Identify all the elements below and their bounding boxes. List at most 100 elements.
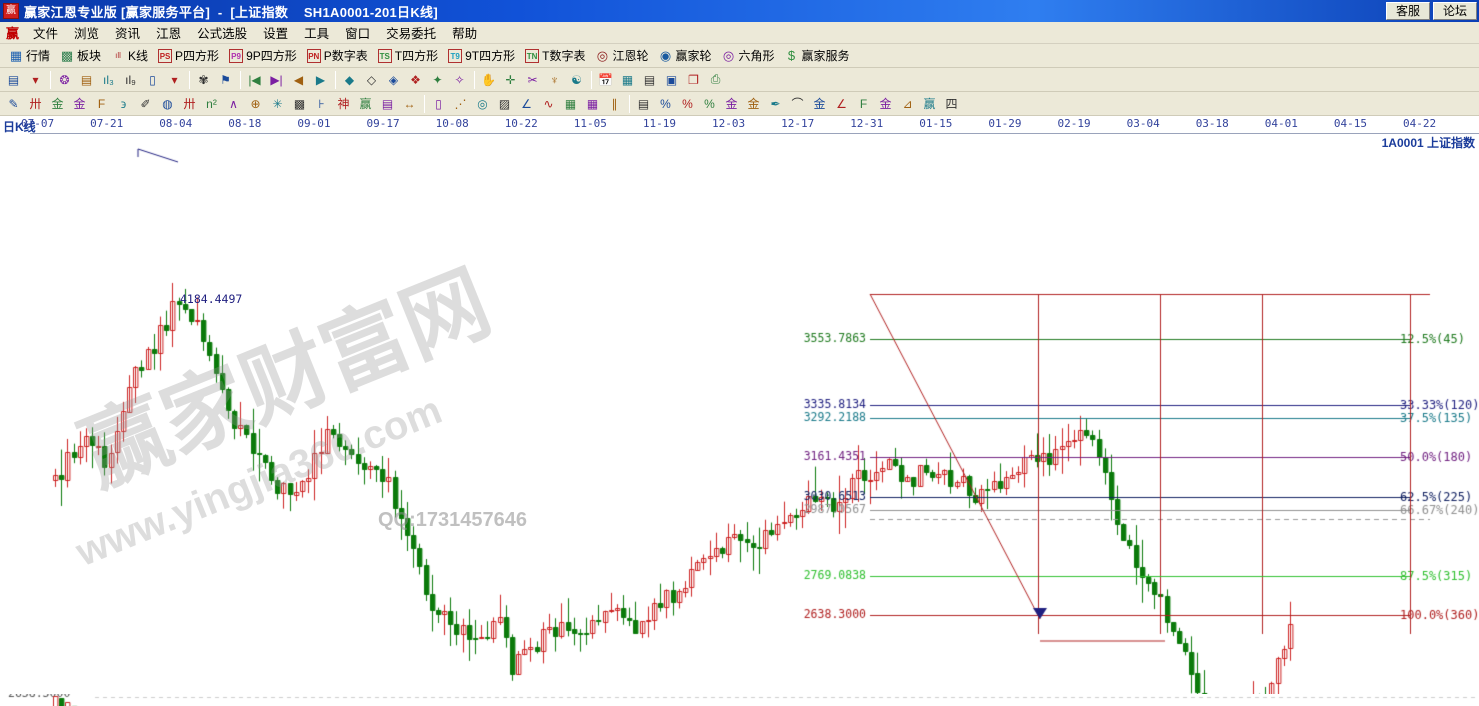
marker-icon[interactable]: ✐ [140,96,151,111]
gann-fan-icon[interactable]: 卅 [29,97,42,111]
measure-icon[interactable]: ↔ [403,96,416,111]
crosshair-icon[interactable]: ✛ [505,72,516,87]
menu-item-formula[interactable]: 公式选股 [197,27,248,41]
ladder-icon[interactable]: ▤ [381,96,394,111]
toolbar-button-ts-box[interactable]: TS T四方形 [373,46,443,65]
star-target-icon[interactable]: ✳ [272,96,283,111]
grid-dark-icon[interactable]: ▦ [586,96,599,111]
gold-grid2-icon[interactable]: 金 [73,97,86,111]
percent-line-icon[interactable]: % [704,96,715,111]
menu-item-window[interactable]: 窗口 [345,27,371,41]
toolbar-button-kline[interactable]: ıll K线 [106,46,153,65]
calculator-icon[interactable]: ▦ [621,72,634,87]
f-line-icon[interactable]: F [859,96,868,111]
pen-icon[interactable]: ✎ [8,96,19,111]
grid-red-icon[interactable]: ▦ [564,96,577,111]
head-icon[interactable]: ☯ [571,72,582,87]
arrow-fan-icon[interactable]: ∧ [229,96,238,111]
menu-item-settings[interactable]: 设置 [263,27,289,41]
notes-icon[interactable]: ▤ [643,72,656,87]
dropdown-arrow-icon[interactable]: ▾ [32,72,39,87]
circle-grid-icon[interactable]: ◍ [162,96,173,111]
toolbar-button-hexagon[interactable]: ◎ 六角形 [717,46,780,65]
prev-bar-icon[interactable]: ◀ [293,72,304,87]
box-purple-icon[interactable]: ▨ [498,96,511,111]
next-bar-icon[interactable]: ▶ [315,72,326,87]
brain-icon[interactable]: ♆ [550,72,559,87]
volume-canvas[interactable] [0,694,1479,706]
toolbar-button-pn-box[interactable]: PN P数字表 [302,46,373,65]
menu-item-help[interactable]: 帮助 [452,27,478,41]
first-bar-icon[interactable]: |◀ [248,72,261,87]
candlestick-canvas[interactable] [0,134,1479,694]
menu-item-news[interactable]: 资讯 [115,27,141,41]
toolbar-button-ps-box[interactable]: PS P四方形 [153,46,224,65]
toolbar-button-winner-wheel[interactable]: ◉ 赢家轮 [653,46,716,65]
percent-icon[interactable]: % [682,96,693,111]
calendar21-icon[interactable]: 📅 [598,72,613,87]
ladder2-icon[interactable]: ▤ [637,96,650,111]
gold-grid1-icon[interactable]: 金 [51,97,64,111]
rect-icon[interactable]: ▯ [435,96,442,111]
paint-icon[interactable]: ✒ [770,96,781,111]
target-icon[interactable]: ⊕ [250,96,261,111]
bracket-icon[interactable]: ⊦ [318,96,325,111]
gold-box-icon[interactable]: 金 [747,97,760,111]
four-icon[interactable]: 四 [945,97,958,111]
volume-panel[interactable] [0,694,1479,706]
menu-item-tools[interactable]: 工具 [304,27,330,41]
copy-icon[interactable]: ❐ [688,72,699,87]
menu-item-browse[interactable]: 浏览 [74,27,100,41]
stair-icon[interactable]: ⊿ [902,96,913,111]
arc-icon[interactable]: ⌒ [791,97,804,111]
bar3-icon[interactable]: ıl₃ [103,72,114,87]
toolbar-button-p9-box[interactable]: P9 9P四方形 [224,46,302,65]
zigzag-icon[interactable]: ∿ [543,96,554,111]
hand-icon[interactable]: ✋ [481,72,496,87]
print-icon[interactable]: ⎙ [710,72,721,86]
percent-fan-icon[interactable]: % [660,96,671,111]
gold-line-icon[interactable]: 金 [879,97,892,111]
candle-icon[interactable]: ▯ [149,72,156,87]
circle-red-icon[interactable]: ◎ [477,96,488,111]
diamond1-icon[interactable]: ◆ [344,72,355,87]
forum-button[interactable]: 论坛 [1432,2,1477,20]
diamond3-icon[interactable]: ◈ [388,72,399,87]
menu-item-trade[interactable]: 交易委托 [386,27,437,41]
toolbar-button-t9-box[interactable]: T9 9T四方形 [443,46,520,65]
diamond5-icon[interactable]: ✦ [432,72,443,87]
gold-circle-icon[interactable]: 金 [725,97,738,111]
angle-icon[interactable]: ∠ [521,96,532,111]
calendar-period-icon[interactable]: ▤ [7,72,20,87]
flag-icon[interactable]: ⚑ [220,72,231,87]
clipboard-icon[interactable]: ▤ [80,72,93,87]
diamond6-icon[interactable]: ✧ [454,72,465,87]
menu-item-gann[interactable]: 江恩 [156,27,182,41]
bar9-icon[interactable]: ıl₉ [125,72,136,87]
grid-lines-icon[interactable]: 卅 [183,97,196,111]
toolbar-button-blocks[interactable]: ▩ 板块 [55,46,106,65]
shen-icon[interactable]: 神 [337,97,350,111]
ying-icon[interactable]: 赢 [359,97,372,111]
ying2-icon[interactable]: 赢 [923,97,936,111]
diamond2-icon[interactable]: ◇ [366,72,377,87]
gold-under-icon[interactable]: 金 [813,97,826,111]
spiral-icon[interactable]: ϶ [120,96,127,111]
customer-service-button[interactable]: 客服 [1385,2,1430,20]
parallel-icon[interactable]: ∥ [611,96,618,111]
n2-grid-icon[interactable]: n² [206,96,217,111]
angle2-icon[interactable]: ∠ [836,96,847,111]
f-grid-icon[interactable]: F [97,96,106,111]
scissors-icon[interactable]: ✂ [527,72,538,87]
save-icon[interactable]: ▣ [665,72,678,87]
toolbar-button-grid[interactable]: ▦ 行情 [4,46,55,65]
toolbar-button-gann-wheel[interactable]: ◎ 江恩轮 [590,46,653,65]
toolbar-button-tn-box[interactable]: TN T数字表 [520,46,590,65]
dropdown-arrow2-icon[interactable]: ▾ [171,72,178,87]
toolbar-button-service[interactable]: $ 赢家服务 [780,46,855,65]
last-bar-icon[interactable]: ▶| [270,72,283,87]
box-target-icon[interactable]: ▩ [293,96,306,111]
flower-icon[interactable]: ✾ [198,72,209,87]
price-chart[interactable]: 1A0001 上证指数 赢家财富网 www.yingjia360.com QQ:… [0,134,1479,694]
globe-icon[interactable]: ❂ [59,72,70,87]
